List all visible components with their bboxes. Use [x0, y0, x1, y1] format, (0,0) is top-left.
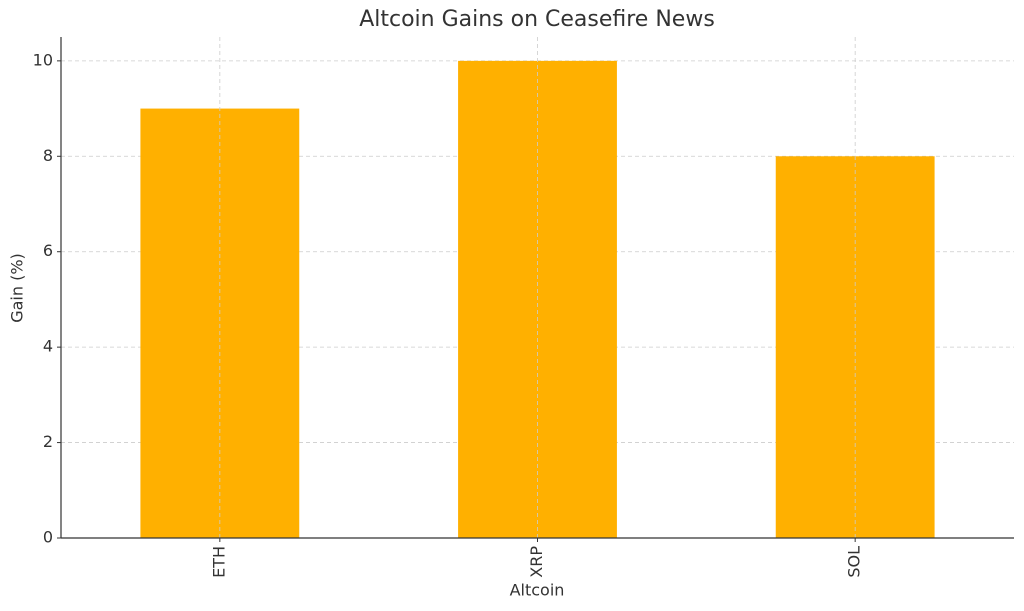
y-tick-label: 10 — [33, 50, 53, 69]
x-tick-label: XRP — [527, 546, 546, 578]
y-tick-label: 0 — [43, 528, 53, 547]
chart-title: Altcoin Gains on Ceasefire News — [359, 7, 715, 32]
x-tick-label: SOL — [845, 546, 864, 578]
y-axis-label: Gain (%) — [8, 253, 27, 323]
y-tick-label: 6 — [43, 241, 53, 260]
y-tick-label: 4 — [43, 337, 53, 356]
y-tick-label: 2 — [43, 432, 53, 451]
x-axis-label: Altcoin — [510, 581, 565, 600]
x-tick-label: ETH — [209, 546, 228, 578]
y-tick-label: 8 — [43, 146, 53, 165]
